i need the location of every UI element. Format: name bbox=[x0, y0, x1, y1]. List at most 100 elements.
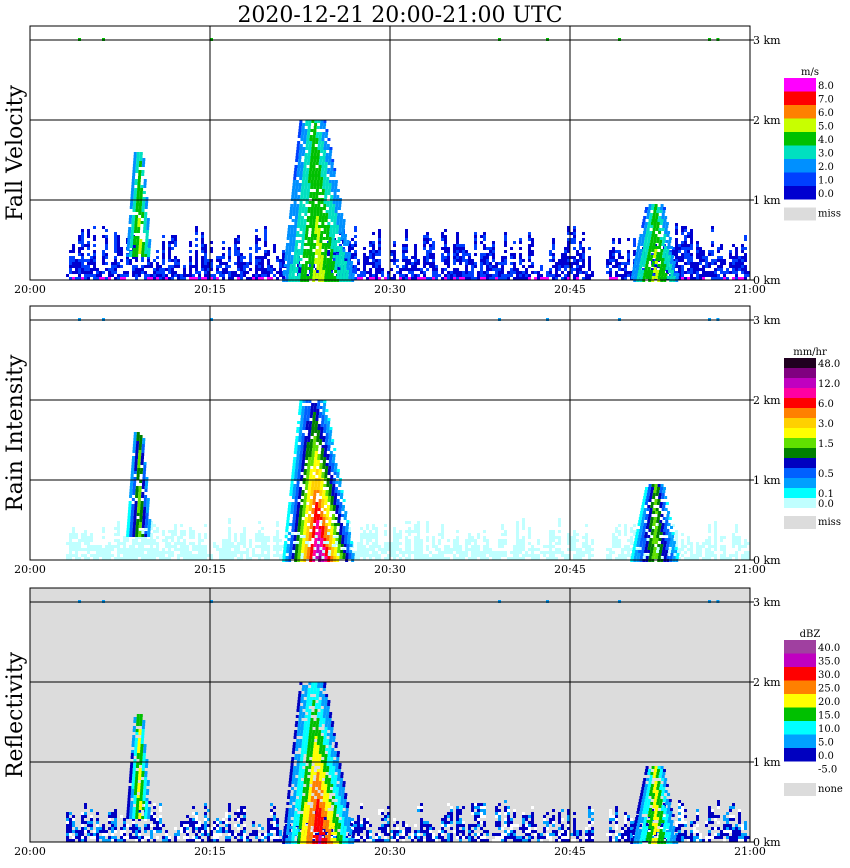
echo-cell bbox=[142, 200, 146, 203]
echo-cell bbox=[519, 274, 522, 277]
echo-cell bbox=[78, 271, 81, 274]
echo-cell bbox=[294, 252, 298, 255]
echo-cell bbox=[135, 268, 138, 271]
echo-cell bbox=[153, 557, 156, 560]
echo-cell bbox=[299, 403, 303, 406]
echo-cell bbox=[687, 250, 690, 253]
echo-cell bbox=[332, 261, 336, 264]
echo-cell bbox=[243, 256, 246, 259]
echo-cell bbox=[141, 483, 145, 486]
echo-cell bbox=[372, 265, 375, 268]
echo-cell bbox=[204, 536, 207, 539]
echo-cell bbox=[708, 250, 711, 253]
echo-cell bbox=[456, 557, 459, 560]
echo-cell bbox=[615, 557, 618, 560]
echo-cell bbox=[486, 256, 489, 259]
echo-cell bbox=[292, 460, 296, 463]
echo-cell bbox=[393, 542, 396, 545]
echo-cell bbox=[705, 274, 708, 277]
echo-cell bbox=[315, 445, 319, 448]
echo-cell bbox=[305, 454, 309, 457]
echo-cell bbox=[108, 554, 111, 557]
echo-cell bbox=[195, 557, 198, 560]
echo-cell bbox=[144, 489, 148, 492]
echo-cell bbox=[327, 496, 331, 499]
echo-cell bbox=[324, 276, 328, 279]
echo-cell bbox=[399, 274, 402, 277]
echo-cell bbox=[492, 250, 495, 253]
echo-cell bbox=[243, 265, 246, 268]
echo-cell bbox=[282, 259, 285, 262]
echo-cell bbox=[309, 219, 313, 222]
echo-cell bbox=[326, 505, 330, 508]
echo-cell bbox=[329, 457, 333, 460]
echo-cell bbox=[332, 234, 336, 237]
echo-cell bbox=[117, 548, 120, 551]
echo-cell bbox=[735, 271, 738, 274]
echo-cell bbox=[447, 277, 450, 280]
echo-cell bbox=[93, 238, 96, 241]
echo-cell bbox=[480, 554, 483, 557]
echo-cell bbox=[136, 239, 140, 242]
echo-cell bbox=[136, 158, 140, 161]
echo-cell bbox=[504, 238, 507, 241]
echo-cell bbox=[312, 499, 316, 502]
echo-cell bbox=[303, 469, 307, 472]
echo-cell bbox=[658, 228, 662, 231]
echo-cell bbox=[471, 271, 474, 274]
echo-cell bbox=[137, 227, 141, 230]
echo-cell bbox=[609, 250, 612, 253]
echo-cell bbox=[171, 259, 174, 262]
echo-cell bbox=[322, 180, 326, 183]
echo-cell bbox=[135, 486, 139, 489]
echo-cell bbox=[252, 551, 255, 554]
echo-cell bbox=[340, 493, 344, 496]
echo-cell bbox=[189, 244, 192, 247]
echo-cell bbox=[646, 231, 650, 234]
echo-cell bbox=[249, 259, 252, 262]
echo-cell bbox=[711, 253, 714, 256]
echo-cell bbox=[465, 551, 468, 554]
echo-cell bbox=[372, 551, 375, 554]
echo-cell bbox=[656, 207, 660, 210]
echo-cell bbox=[180, 542, 183, 545]
echo-cell bbox=[348, 521, 351, 524]
echo-cell bbox=[312, 165, 316, 168]
echo-cell bbox=[192, 554, 195, 557]
echo-cell bbox=[498, 539, 501, 542]
echo-cell bbox=[624, 530, 627, 533]
echo-cell bbox=[643, 216, 647, 219]
echo-cell bbox=[735, 277, 738, 280]
echo-cell bbox=[126, 539, 129, 542]
echo-cell bbox=[304, 237, 308, 240]
echo-cell bbox=[322, 159, 326, 162]
echo-cell bbox=[561, 256, 564, 259]
echo-cell bbox=[312, 219, 316, 222]
echo-cell bbox=[708, 536, 711, 539]
echo-cell bbox=[699, 277, 702, 280]
echo-cell bbox=[330, 469, 334, 472]
echo-cell bbox=[486, 262, 489, 265]
echo-cell bbox=[381, 268, 384, 271]
echo-cell bbox=[298, 129, 302, 132]
echo-cell bbox=[348, 244, 351, 247]
echo-cell bbox=[650, 207, 654, 210]
echo-cell bbox=[320, 174, 324, 177]
echo-cell bbox=[681, 542, 684, 545]
echo-cell bbox=[183, 271, 186, 274]
echo-cell bbox=[279, 548, 282, 551]
echo-cell bbox=[331, 213, 335, 216]
echo-cell bbox=[678, 274, 681, 277]
echo-cell bbox=[321, 216, 325, 219]
echo-cell bbox=[372, 256, 375, 259]
echo-cell bbox=[372, 524, 375, 527]
echo-cell bbox=[531, 545, 534, 548]
echo-cell bbox=[438, 551, 441, 554]
echo-cell bbox=[525, 554, 528, 557]
echo-cell bbox=[340, 213, 344, 216]
echo-cell bbox=[189, 262, 192, 265]
echo-cell bbox=[366, 554, 369, 557]
echo-cell bbox=[320, 484, 324, 487]
echo-cell bbox=[334, 213, 338, 216]
echo-cell bbox=[307, 409, 311, 412]
